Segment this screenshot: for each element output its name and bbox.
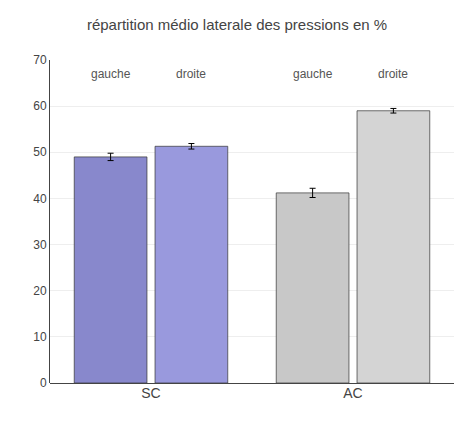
svg-text:AC: AC	[343, 385, 362, 401]
svg-text:60: 60	[33, 99, 47, 113]
svg-text:SC: SC	[141, 385, 160, 401]
svg-text:10: 10	[33, 330, 47, 344]
svg-text:droite: droite	[176, 67, 206, 81]
svg-text:40: 40	[33, 192, 47, 206]
svg-text:gauche: gauche	[293, 67, 333, 81]
svg-text:gauche: gauche	[91, 67, 131, 81]
svg-text:0: 0	[40, 376, 47, 390]
svg-text:70: 70	[33, 53, 47, 67]
svg-text:droite: droite	[378, 67, 408, 81]
svg-text:répartition médio laterale des: répartition médio laterale des pressions…	[87, 16, 387, 33]
svg-text:20: 20	[33, 284, 47, 298]
svg-text:50: 50	[33, 145, 47, 159]
svg-text:30: 30	[33, 238, 47, 252]
